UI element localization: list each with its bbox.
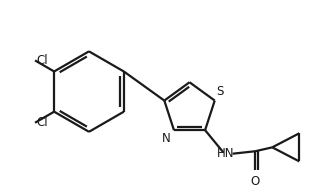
Text: Cl: Cl <box>36 116 48 129</box>
Text: O: O <box>250 175 260 188</box>
Text: HN: HN <box>217 147 234 160</box>
Text: N: N <box>162 132 171 145</box>
Text: S: S <box>217 85 224 98</box>
Text: Cl: Cl <box>36 54 48 67</box>
